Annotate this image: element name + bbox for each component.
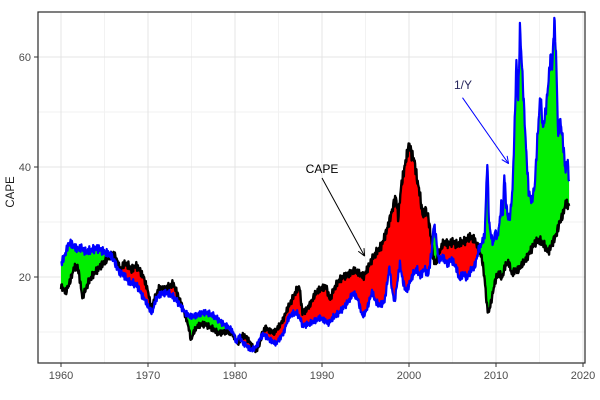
annotation-inverse-yield-label: 1/Y xyxy=(454,78,472,92)
x-tick-label: 2010 xyxy=(484,370,508,382)
x-tick-label: 2000 xyxy=(397,370,421,382)
annotation-cape-arrow-head xyxy=(357,250,365,257)
ribbon-green-segment xyxy=(479,17,570,313)
series-layer xyxy=(59,16,571,354)
panel-border xyxy=(37,11,586,364)
y-tick-label: 40 xyxy=(19,162,31,174)
ribbon-red-segment xyxy=(261,143,432,346)
y-tick-label: 60 xyxy=(19,52,31,64)
frame-layer xyxy=(37,11,586,364)
y-axis-title: CAPE xyxy=(5,176,17,208)
ribbon-green-segment xyxy=(61,239,110,299)
annotation-cape-arrow xyxy=(321,177,366,257)
annotation-inverse-yield-arrow-head xyxy=(506,155,510,164)
ribbon-layer xyxy=(61,17,570,353)
cape-series-line xyxy=(59,142,571,354)
axis-layer: 20 40 60 1960 1970 1980 1990 2000 2010 2020 xyxy=(19,52,595,382)
inverse-yield-series-line xyxy=(60,16,571,353)
annotation-cape-arrow-head xyxy=(363,248,366,257)
annotation-layer: CAPE 1/Y xyxy=(306,78,510,257)
x-tick-label: 1960 xyxy=(49,370,73,382)
annotation-cape-label: CAPE xyxy=(306,162,339,176)
x-tick-label: 1990 xyxy=(310,370,334,382)
x-tick-label: 1970 xyxy=(136,370,160,382)
x-tick-label: 1980 xyxy=(223,370,247,382)
y-tick-label: 20 xyxy=(19,272,31,284)
annotation-inverse-yield-arrow-head xyxy=(501,159,509,165)
x-tick-label: 2020 xyxy=(571,370,595,382)
annotation-inverse-yield-arrow xyxy=(462,97,510,164)
